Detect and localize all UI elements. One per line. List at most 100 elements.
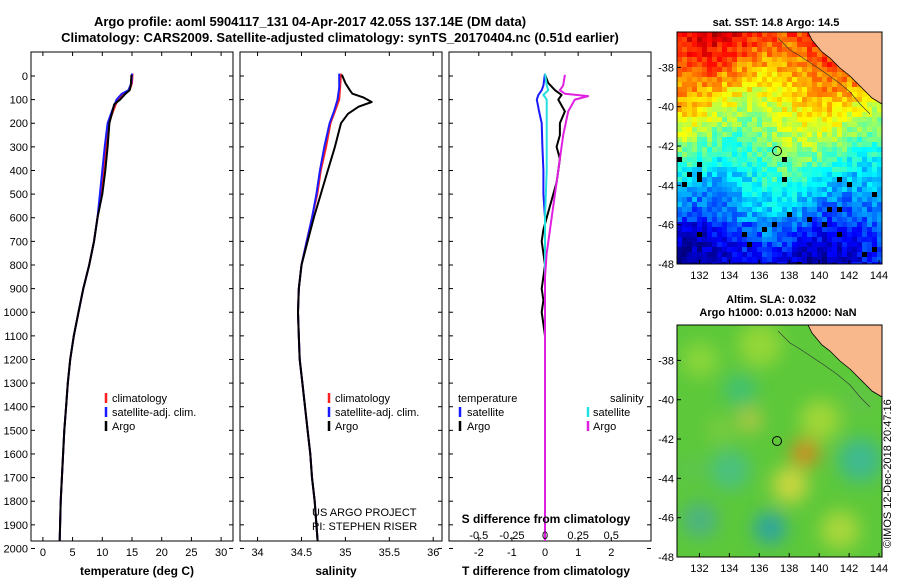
sst-cell xyxy=(812,102,818,108)
sst-cell xyxy=(827,257,833,263)
sst-cell xyxy=(752,157,758,163)
sst-cell xyxy=(872,127,878,133)
sst-cell xyxy=(792,212,798,218)
sst-cell xyxy=(697,37,703,43)
sst-cell xyxy=(767,92,773,98)
sst-land xyxy=(807,32,882,105)
sst-cell xyxy=(687,132,693,138)
sst-cell xyxy=(707,222,713,228)
sst-cell xyxy=(682,72,688,78)
sst-cell xyxy=(812,242,818,248)
sst-cell xyxy=(737,192,743,198)
sst-cell xyxy=(817,52,823,58)
sst-map-title: sat. SST: 14.8 Argo: 14.5 xyxy=(713,17,840,29)
y-tick-label: 2000 xyxy=(4,543,28,555)
sst-cell xyxy=(832,187,838,193)
sst-cell xyxy=(797,252,803,258)
sst-cell xyxy=(717,257,723,263)
sst-cell xyxy=(877,117,882,123)
sst-cell xyxy=(697,142,703,148)
sst-cell xyxy=(742,112,748,118)
sst-cell xyxy=(762,187,768,193)
sst-cell xyxy=(712,32,718,38)
sst-cell xyxy=(727,192,733,198)
sst-cell xyxy=(747,107,753,113)
sst-cell xyxy=(687,137,693,143)
sst-cell xyxy=(862,237,868,243)
sst-cell xyxy=(677,87,683,93)
sst-cell xyxy=(767,237,773,243)
sst-cell xyxy=(852,82,858,88)
sst-cell xyxy=(732,237,738,243)
sst-cell xyxy=(747,122,753,128)
map-x-tick-label: 142 xyxy=(840,563,858,575)
sst-cell xyxy=(687,162,693,168)
sst-cell xyxy=(782,72,788,78)
sst-cell xyxy=(752,212,758,218)
sst-cell xyxy=(712,197,718,203)
sst-cell xyxy=(797,222,803,228)
sst-cell xyxy=(807,47,813,53)
sst-cell xyxy=(757,92,763,98)
sst-cell xyxy=(837,67,843,73)
sst-cell xyxy=(772,122,778,128)
sst-cell xyxy=(827,227,833,233)
sst-cell xyxy=(832,122,838,128)
sst-cell xyxy=(862,137,868,143)
sst-cell xyxy=(717,42,723,48)
sst-cell xyxy=(742,107,748,113)
sst-cell xyxy=(737,132,743,138)
sst-cell xyxy=(772,42,778,48)
sst-cell xyxy=(862,92,868,98)
sst-cell xyxy=(797,32,803,38)
sst-cell xyxy=(717,162,723,168)
sst-missing-cell xyxy=(782,177,787,182)
sst-cell xyxy=(732,82,738,88)
sst-cell xyxy=(727,67,733,73)
sst-cell xyxy=(722,212,728,218)
sst-cell xyxy=(732,182,738,188)
x-tick-label: 10 xyxy=(96,547,108,559)
sst-cell xyxy=(717,187,723,193)
sst-cell xyxy=(827,202,833,208)
sst-cell xyxy=(822,232,828,238)
legend-title-temperature: temperature xyxy=(458,393,517,405)
sst-cell xyxy=(772,247,778,253)
sst-cell xyxy=(742,227,748,233)
sst-cell xyxy=(752,122,758,128)
sst-cell xyxy=(727,197,733,203)
sst-cell xyxy=(717,157,723,163)
sst-cell xyxy=(822,177,828,183)
sst-cell xyxy=(787,137,793,143)
sst-cell xyxy=(682,92,688,98)
sst-cell xyxy=(712,132,718,138)
sst-cell xyxy=(697,32,703,38)
sst-cell xyxy=(777,142,783,148)
sst-cell xyxy=(742,72,748,78)
sst-cell xyxy=(877,182,882,188)
sst-cell xyxy=(697,102,703,108)
sst-cell xyxy=(702,97,708,103)
sst-cell xyxy=(847,202,853,208)
sst-cell xyxy=(712,62,718,68)
sst-cell xyxy=(697,257,703,263)
sst-cell xyxy=(787,162,793,168)
sst-cell xyxy=(802,157,808,163)
sla-blob xyxy=(846,386,874,414)
sst-cell xyxy=(872,217,878,223)
sst-cell xyxy=(772,57,778,63)
sst-cell xyxy=(687,77,693,83)
sst-cell xyxy=(812,202,818,208)
temperature-x-label: temperature (deg C) xyxy=(80,564,194,578)
sst-cell xyxy=(732,242,738,248)
sst-cell xyxy=(777,227,783,233)
sst-cell xyxy=(847,132,853,138)
sst-missing-cell xyxy=(697,177,702,182)
sst-cell xyxy=(727,217,733,223)
sst-cell xyxy=(807,97,813,103)
sst-cell xyxy=(682,192,688,198)
map-x-tick-label: 142 xyxy=(840,270,858,282)
sst-cell xyxy=(842,142,848,148)
sst-cell xyxy=(782,102,788,108)
sst-cell xyxy=(872,122,878,128)
